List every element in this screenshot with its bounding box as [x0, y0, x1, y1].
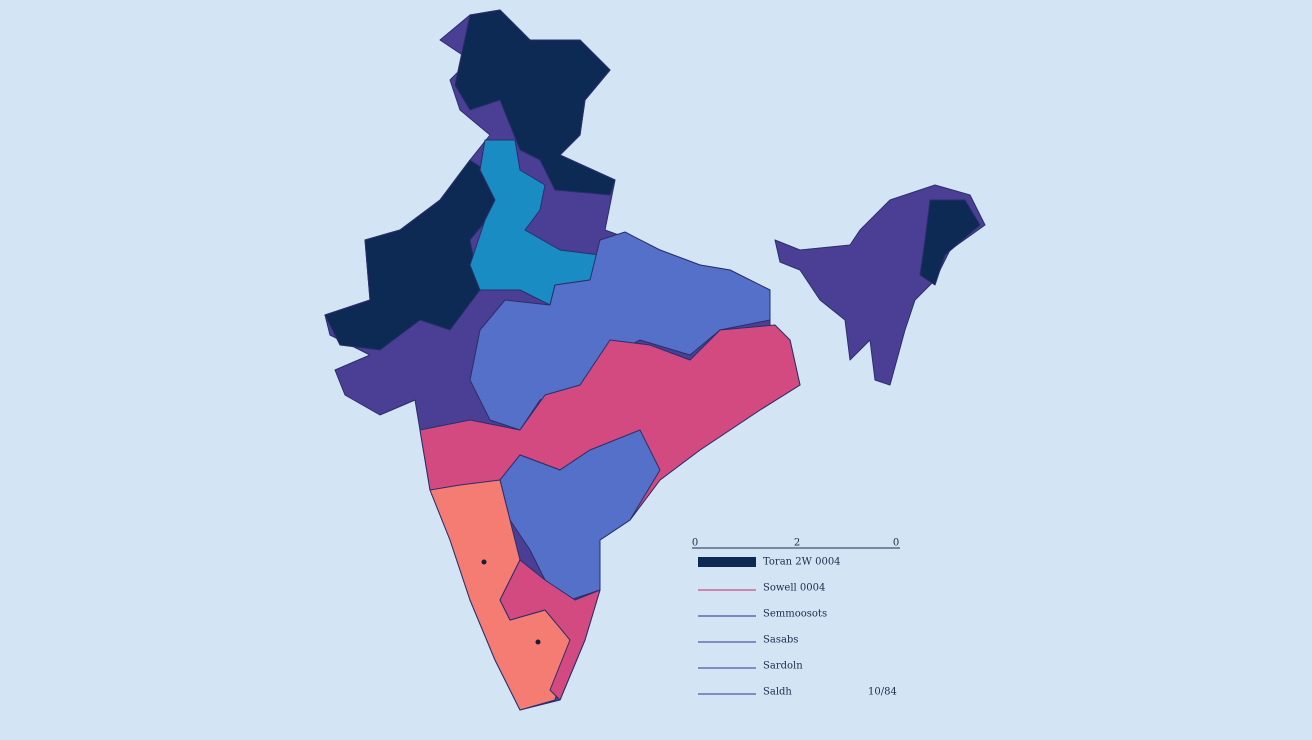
- legend-note: 10/84: [868, 687, 897, 698]
- region-northeast-dark: [919, 199, 981, 286]
- legend-swatch: [698, 557, 756, 567]
- region-north: [454, 9, 616, 196]
- legend-label: Semmoosots: [763, 609, 827, 620]
- region-south-pink: [499, 559, 601, 701]
- legend-label: Sowell 0004: [763, 583, 825, 594]
- scale-tick-label: 2: [794, 538, 800, 549]
- legend: 0 2 0 Toran 2W 0004 Sowell 0004 Semmoosots Sas…: [692, 538, 900, 698]
- legend-label: Toran 2W 0004: [763, 557, 841, 568]
- legend-label: Sasabs: [763, 635, 798, 646]
- city-marker: [535, 639, 541, 645]
- city-marker: [481, 559, 487, 565]
- scale-tick-label: 0: [692, 538, 698, 549]
- legend-label: Saldh: [763, 687, 792, 698]
- india-map: [324, 9, 986, 711]
- scale-tick-label: 0: [893, 538, 899, 549]
- legend-label: Sardoln: [763, 661, 803, 672]
